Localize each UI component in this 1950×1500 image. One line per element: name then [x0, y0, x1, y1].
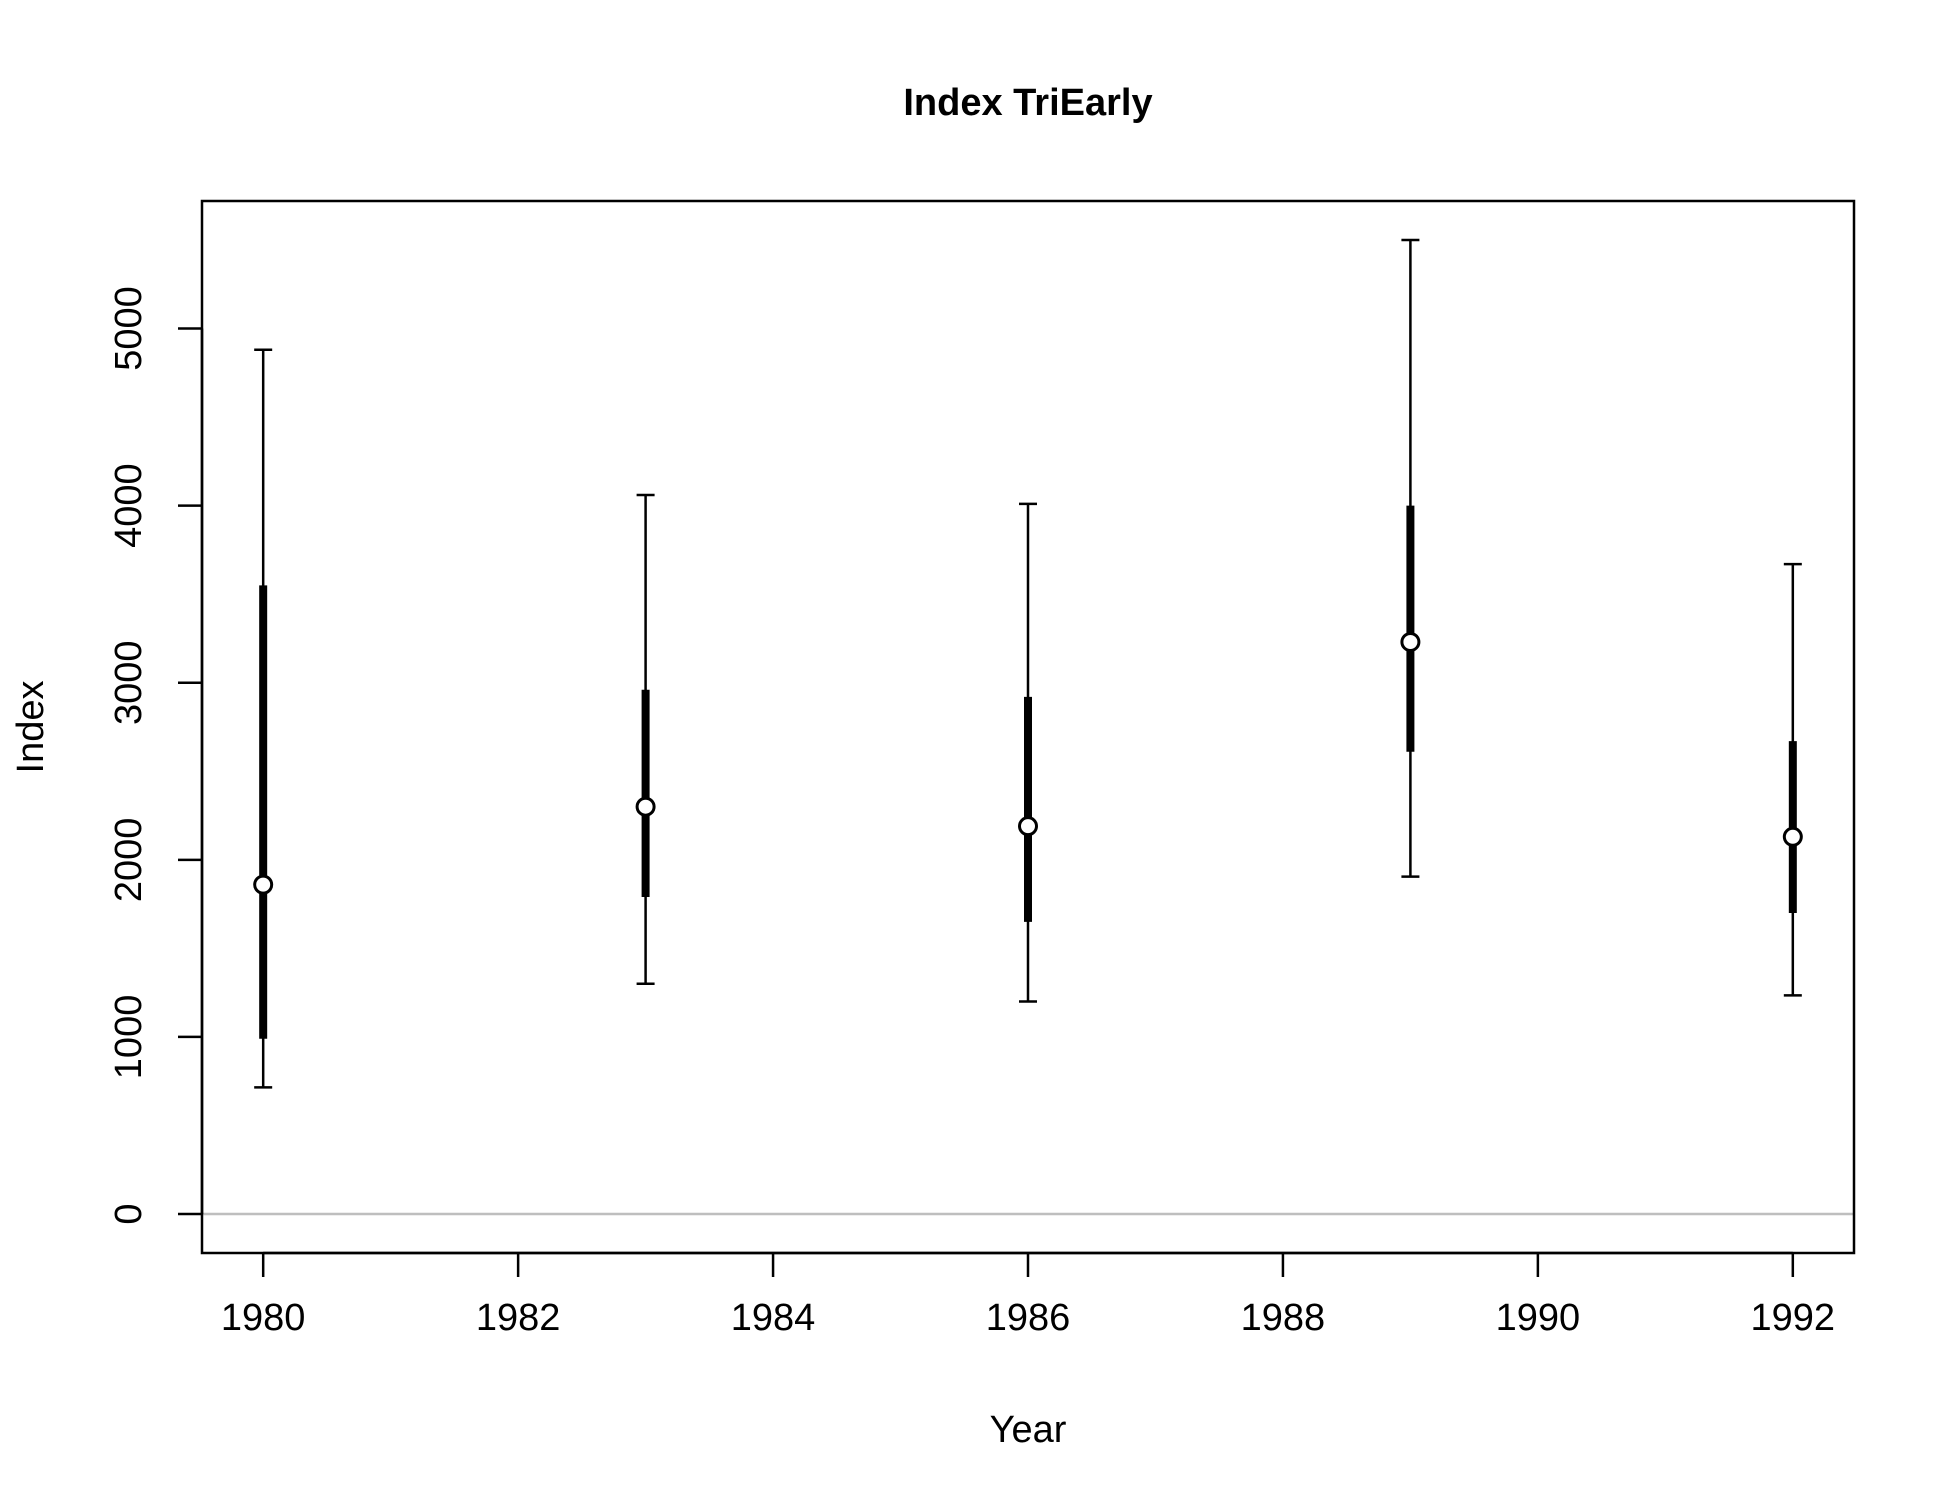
index-point: [1782, 826, 1803, 847]
y-tick-label: 2000: [108, 818, 150, 903]
y-tick-label: 5000: [108, 286, 150, 371]
chart-title: Index TriEarly: [903, 82, 1152, 124]
y-tick-label: 0: [108, 1203, 150, 1224]
y-tick-label: 3000: [108, 640, 150, 725]
y-tick-label: 4000: [108, 463, 150, 548]
index-point: [1400, 631, 1421, 652]
index-point: [635, 796, 656, 817]
x-tick-label: 1982: [476, 1297, 561, 1339]
x-tick-label: 1984: [731, 1297, 816, 1339]
index-point: [1018, 816, 1038, 837]
data-point-group: [1782, 562, 1803, 997]
data-point-group: [635, 493, 656, 986]
data-point-group: [253, 348, 274, 1089]
x-axis-label: Year: [990, 1409, 1067, 1451]
x-tick-label: 1992: [1751, 1297, 1836, 1339]
y-tick-label: 1000: [108, 995, 150, 1080]
data-point-group: [1018, 502, 1038, 1003]
x-tick-label: 1990: [1496, 1297, 1581, 1339]
plot-area: 1980 1982 1984 1986 1988 1990 1992 0 1000 2000 300…: [108, 199, 1856, 1339]
x-tick-label: 1988: [1241, 1297, 1326, 1339]
x-tick-label: 1986: [986, 1297, 1071, 1339]
index-point: [253, 874, 274, 895]
data-point-group: [1400, 238, 1421, 878]
x-tick-label: 1980: [221, 1297, 306, 1339]
y-axis-label: Index: [10, 681, 52, 774]
